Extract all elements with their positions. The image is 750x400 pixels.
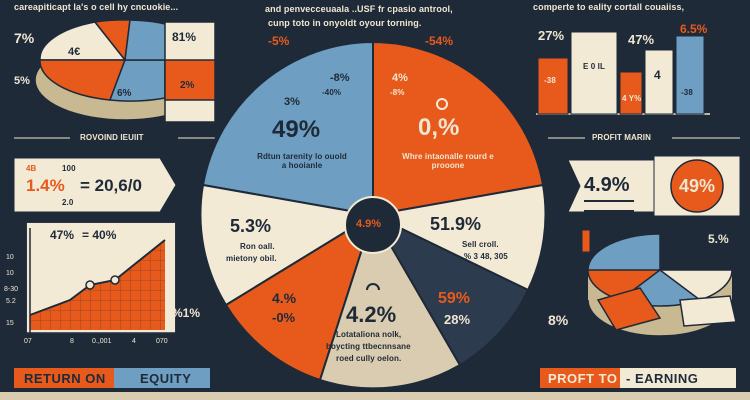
left-mid-small-a: 4B [26, 164, 37, 173]
right-mid-lines [584, 200, 634, 212]
bar-3 [619, 71, 643, 115]
equity-label: EQUITY [140, 370, 192, 386]
center-bottom-pct: 4.2% [346, 302, 397, 327]
right-pie-side-pct: 5.% [708, 232, 729, 246]
pie-seg-orange-bottom [224, 212, 375, 382]
right-mid-pct-small: 4.9% [584, 174, 630, 196]
top-left-small-pct: 5% [14, 75, 30, 87]
pie-seg-bottom [318, 212, 462, 390]
earning-label: - EARNING [626, 370, 699, 386]
top-left-big-pct: 7% [14, 30, 35, 46]
bottom-strip [0, 392, 750, 400]
center-cream-right-note2: % 3 48, 305 [464, 252, 508, 261]
bar-1 [537, 57, 569, 115]
center-orange-top-pct: 0,% [418, 114, 460, 141]
center-blue-bottom-pct: 59% [438, 290, 471, 307]
left-chart-y-tick-1: 10 [6, 254, 14, 261]
center-blue-top-note: Rdtun tarenity lo ouold a hooianle [257, 152, 347, 170]
left-chart-x-tick-4: 4 [132, 338, 136, 345]
return-on-button[interactable]: RETURN ON [14, 368, 114, 388]
left-mid-value-a: 1.4% [26, 176, 65, 195]
top-left-blue-label: 6% [117, 88, 132, 99]
center-hub-label: 4.9% [356, 218, 382, 230]
return-on-label: RETURN ON [24, 370, 106, 386]
left-chart-x-tick-5: 070 [156, 338, 168, 345]
center-blue-top-pct: 49% [272, 116, 321, 143]
left-mid-small-c: 2.0 [62, 198, 74, 207]
left-chart-y-tick-4: 10 [6, 270, 14, 277]
earning-button[interactable]: - EARNING [620, 368, 736, 388]
right-pie-left-pct: 8% [548, 312, 569, 328]
profit-to-button[interactable]: PROFT TO [540, 368, 620, 388]
center-cream-left-note1: Ron oall. [240, 242, 275, 251]
left-mid-small-b: 100 [62, 164, 76, 173]
left-chart-x-tick-2: 8 [70, 338, 74, 345]
profit-to-label: PROFT TO [548, 370, 618, 386]
top-left-orange-small-label: 2% [180, 80, 195, 91]
top-mid-left-pct: -5% [268, 34, 290, 48]
left-chart-y-tick-3: 5.2 [6, 298, 16, 305]
top-left-pie-top [39, 19, 216, 123]
center-top-mid-pct2: -40% [322, 88, 342, 97]
top-right-pct-65: 6.5% [680, 22, 708, 36]
top-mid-right-pct: -54% [425, 34, 454, 48]
center-bottom-note2: boycting ttbecnnsane [326, 342, 411, 351]
left-chart-y-tick-2: 8-30 [4, 286, 19, 293]
center-cream-left-pct: 5.3% [230, 216, 272, 236]
left-chart-header-a: 47% [50, 228, 75, 242]
top-right-pct-47: 47% [628, 32, 655, 47]
center-orange-bottom-pct: 4.% [272, 290, 297, 306]
right-mid-badge [670, 159, 724, 213]
top-left-section-label: ROVOIND IEUIIT [80, 133, 144, 142]
pie-seg-cream-right [369, 183, 547, 292]
left-chart-y-tick-5: 15 [6, 320, 14, 327]
top-right-bar-label-3: 4 [654, 68, 661, 82]
top-right-section-label: PROFIT MARIN [592, 133, 651, 142]
center-orange-top-small2: -8% [390, 88, 405, 97]
center-bottom-note3: roed cully oelon. [336, 354, 402, 363]
top-mid-caption-2: cunp toto in onyoldt oyour torning. [268, 18, 422, 28]
center-blue-top-small: 3% [284, 96, 300, 108]
top-left-orange-label: 4€ [68, 46, 81, 58]
top-right-bar-label-2: E 0 IL [583, 62, 605, 71]
pie-seg-cream-left [199, 183, 376, 307]
left-chart-side-pct: %1% [172, 306, 201, 320]
left-chart-header-b: = 40% [82, 228, 117, 242]
top-left-caption: careapiticapt la's o cell hy cncuokie... [14, 2, 179, 12]
top-right-bar-label-5: 4 Y% [622, 94, 642, 103]
center-orange-top-note: Whre intaonalle rourd e prooone [402, 152, 494, 170]
left-chart-x-tick-1: 07 [24, 338, 32, 345]
center-orange-bottom-pct2: -0% [272, 310, 296, 325]
center-cream-right-note1: Sell croll. [462, 240, 499, 249]
top-right-caption: comperte to eality cortall couaiiss, [533, 2, 685, 12]
top-right-pct-27: 27% [538, 28, 565, 43]
top-mid-caption-1: and penvecceuaala ..USF fr cpasio antroo… [265, 4, 453, 14]
left-chart-x-tick-3: 0.,001 [92, 338, 112, 345]
bar-4 [644, 49, 674, 115]
pie-seg-blue-top [201, 40, 374, 217]
right-mid-pct-big: 49% [679, 176, 716, 196]
center-orange-top-small: 4% [392, 72, 408, 84]
pie-center-hub [344, 196, 402, 254]
center-top-mid-pct: -8% [330, 72, 350, 84]
top-right-bar-label-1: -38 [544, 76, 556, 85]
center-cream-right-pct: 51.9% [430, 214, 482, 234]
top-left-cream-label: 81% [172, 30, 197, 44]
center-cream-left-note2: mietony obil. [226, 254, 277, 263]
center-blue-bottom-pct2: 28% [444, 312, 471, 327]
top-right-bar-label-4: -38 [681, 88, 693, 97]
bar-2 [570, 31, 618, 115]
bar-5 [675, 35, 705, 115]
left-mid-value-b: = 20,6/0 [80, 176, 142, 195]
equity-button[interactable]: EQUITY [114, 368, 210, 388]
center-bottom-note1: Lotataliona nolk, [336, 330, 402, 339]
pie-seg-orange-top [372, 40, 545, 217]
